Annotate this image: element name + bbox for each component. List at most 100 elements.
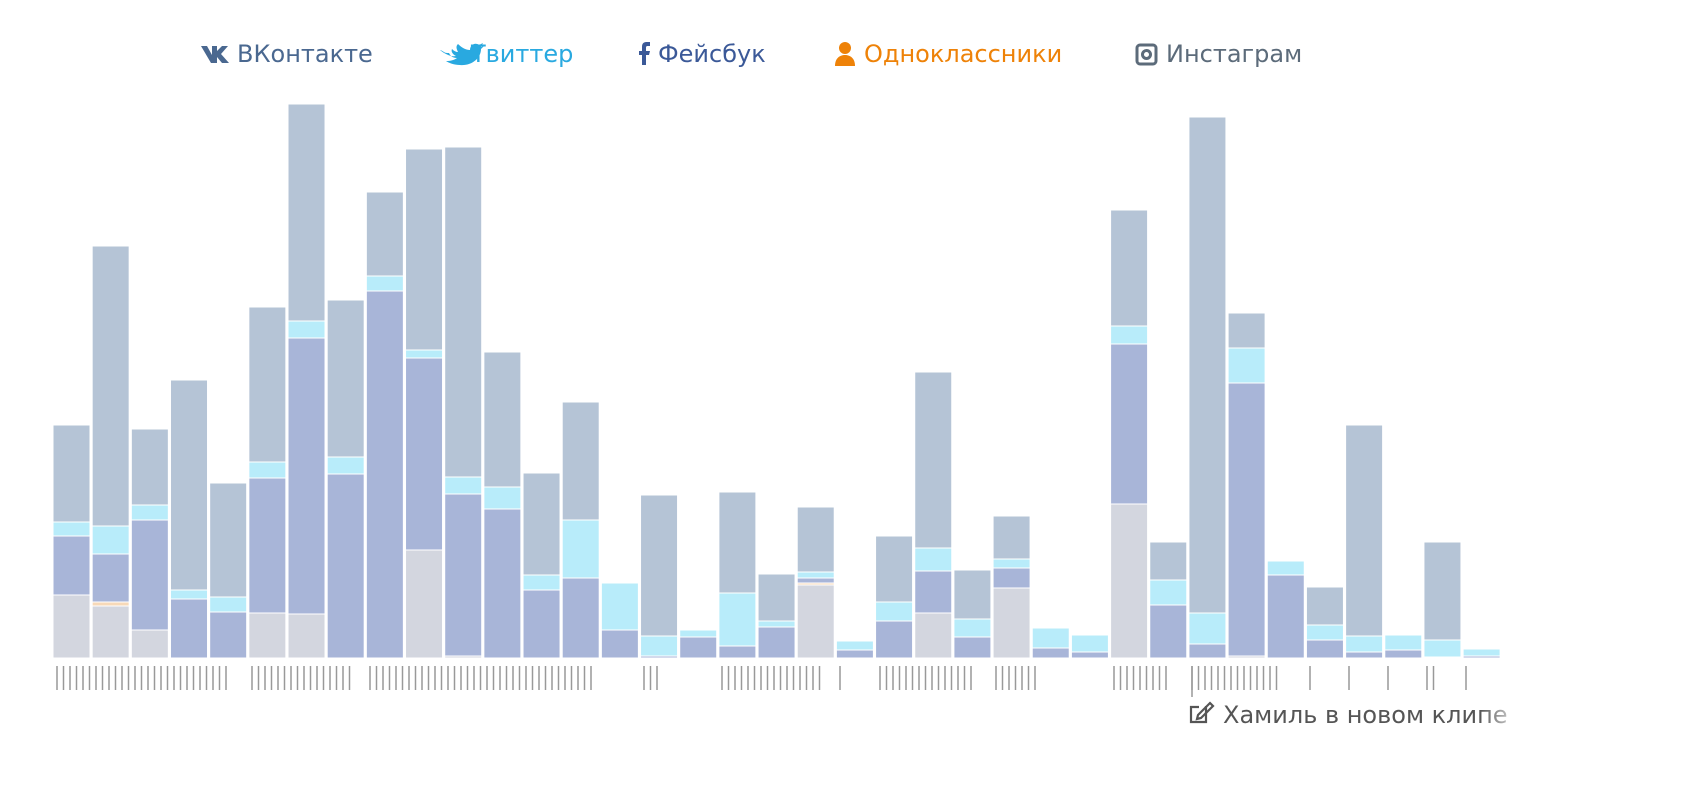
legend-entry: ВКонтакте xyxy=(237,40,373,68)
bar-segment xyxy=(405,357,444,551)
bar-segment xyxy=(561,519,600,579)
bar-segment xyxy=(444,493,483,657)
twitter-icon xyxy=(440,43,484,66)
bar-segment xyxy=(1266,574,1305,659)
bar-segment xyxy=(91,245,130,527)
bar-segment xyxy=(1110,343,1149,505)
bar-segment xyxy=(130,428,169,506)
bar-segment xyxy=(209,596,248,613)
bar-segment xyxy=(248,461,287,479)
vk-icon xyxy=(201,46,229,63)
bar-segment xyxy=(444,476,483,495)
bar-segment xyxy=(1110,209,1149,327)
bar-segment xyxy=(1070,634,1109,653)
bar-segment xyxy=(757,626,796,659)
legend-entry: Твиттер xyxy=(470,40,573,68)
legend: ВКонтакте Твиттер Фейсбук Одноклассники Инст… xyxy=(201,40,1302,68)
bar-segment xyxy=(1266,560,1305,576)
bar-segment xyxy=(405,148,444,351)
bar-segment xyxy=(835,640,874,651)
bar-segment xyxy=(1149,579,1188,606)
bar-segment xyxy=(326,473,365,659)
bar-segment xyxy=(718,645,757,659)
bar-segment xyxy=(326,299,365,458)
legend-entry: Фейсбук xyxy=(658,40,766,68)
ok-icon xyxy=(835,42,855,66)
bar-segment xyxy=(796,584,835,659)
bar-segment xyxy=(287,337,326,615)
bar-segment xyxy=(1070,651,1109,659)
bars xyxy=(52,103,1501,659)
legend-entry: Одноклассники xyxy=(864,40,1062,68)
timeline xyxy=(56,666,1467,697)
bar-segment xyxy=(287,103,326,322)
bar-segment xyxy=(52,424,91,523)
bar-segment xyxy=(130,519,169,631)
bar-segment xyxy=(522,574,561,591)
bar-segment xyxy=(1110,503,1149,659)
legend-entry: Инстаграм xyxy=(1166,40,1302,68)
bar-segment xyxy=(209,482,248,598)
bar-segment xyxy=(561,401,600,521)
bar-segment xyxy=(287,320,326,339)
bar-segment xyxy=(1423,541,1462,641)
bar-segment xyxy=(1227,382,1266,657)
bar-segment xyxy=(91,525,130,555)
bar-segment xyxy=(953,569,992,620)
bar-segment xyxy=(875,535,914,603)
bar-segment xyxy=(796,571,835,579)
bar-segment xyxy=(992,567,1031,589)
bar-segment xyxy=(992,515,1031,560)
bar-segment xyxy=(130,504,169,521)
bar-segment xyxy=(914,612,953,659)
bar-segment xyxy=(561,577,600,659)
bar-segment xyxy=(248,612,287,659)
bar-segment xyxy=(1188,612,1227,645)
bar-segment xyxy=(875,601,914,622)
annotation-text: Хамиль в новом клипе xyxy=(1223,701,1508,729)
facebook-icon xyxy=(639,42,650,65)
bar-segment xyxy=(914,547,953,572)
bar-segment xyxy=(483,508,522,659)
bar-segment xyxy=(52,594,91,659)
bar-segment xyxy=(1188,116,1227,614)
bar-segment xyxy=(522,472,561,576)
bar-segment xyxy=(209,611,248,659)
bar-segment xyxy=(640,494,679,637)
bar-segment xyxy=(1149,604,1188,659)
bar-segment xyxy=(1149,541,1188,581)
bar-segment xyxy=(953,618,992,638)
bar-segment xyxy=(365,191,404,277)
bar-segment xyxy=(248,306,287,463)
bar-segment xyxy=(600,582,639,631)
bar-segment xyxy=(170,589,209,600)
bar-segment xyxy=(444,146,483,478)
bar-segment xyxy=(1423,639,1462,658)
bar-segment xyxy=(640,635,679,657)
bar-segment xyxy=(992,558,1031,569)
bar-segment xyxy=(1345,424,1384,637)
bar-segment xyxy=(52,535,91,596)
bar-segment xyxy=(248,477,287,614)
bar-segment xyxy=(1188,643,1227,659)
bar-segment xyxy=(483,351,522,488)
bar-segment xyxy=(679,629,718,638)
annotation: Хамиль в новом клипе xyxy=(1189,695,1525,735)
bar-segment xyxy=(1110,325,1149,345)
fade xyxy=(1480,695,1525,735)
bar-segment xyxy=(718,592,757,647)
bar-segment xyxy=(1345,651,1384,659)
bar-segment xyxy=(170,598,209,659)
bar-segment xyxy=(914,371,953,549)
bar-segment xyxy=(522,589,561,659)
bar-segment xyxy=(796,506,835,573)
bar-segment xyxy=(405,549,444,659)
bar-segment xyxy=(365,290,404,659)
bar-segment xyxy=(1462,648,1501,657)
bar-segment xyxy=(1384,634,1423,651)
bar-segment xyxy=(1227,347,1266,384)
bar-segment xyxy=(483,486,522,510)
bar-segment xyxy=(1305,624,1344,641)
